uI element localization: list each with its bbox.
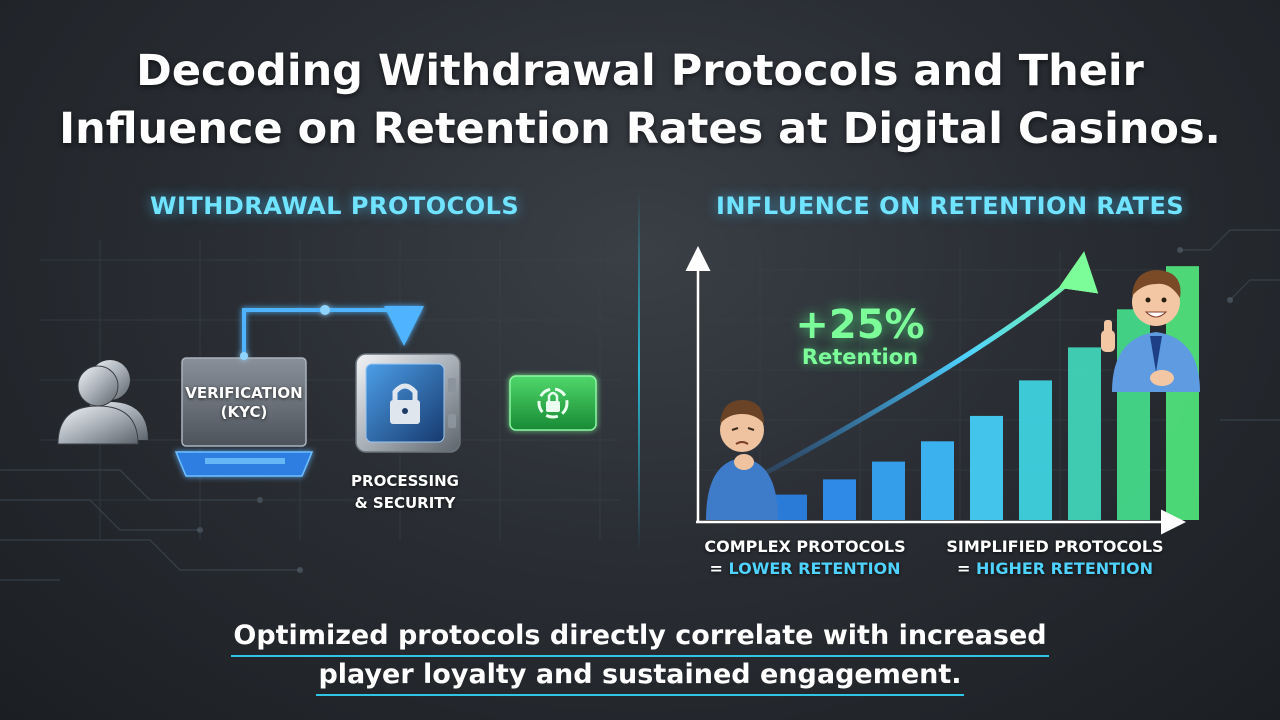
page-title: Decoding Withdrawal Protocols and Their … (0, 42, 1280, 158)
lower-retention-highlight: LOWER RETENTION (728, 559, 901, 578)
bar-2 (823, 479, 856, 520)
verification-label-line-2: (KYC) (220, 403, 268, 421)
retention-increase-label: Retention (801, 345, 919, 369)
processing-label: PROCESSING & SECURITY (330, 470, 480, 514)
bar-4 (921, 441, 954, 520)
simplified-protocols-caption-line-1: SIMPLIFIED PROTOCOLS (946, 537, 1164, 556)
higher-retention-highlight: HIGHER RETENTION (975, 559, 1153, 578)
verification-label-line-1: VERIFICATION (185, 384, 303, 402)
complex-protocols-caption: COMPLEX PROTOCOLS = LOWER RETENTION (700, 536, 910, 580)
simplified-protocols-caption: SIMPLIFIED PROTOCOLS = HIGHER RETENTION (940, 536, 1170, 580)
verification-label: VERIFICATION (KYC) (182, 384, 306, 422)
footer-line-1: Optimized protocols directly correlate w… (231, 618, 1049, 657)
vault-lock-icon (355, 353, 461, 453)
complex-protocols-equals: = (709, 559, 729, 578)
feedback-loop-arrow (240, 305, 424, 360)
retention-increase-value: +25% (795, 302, 925, 348)
bar-6 (1019, 380, 1052, 520)
bar-7 (1068, 347, 1101, 520)
footer-line-2: player loyalty and sustained engagement. (316, 657, 964, 696)
processing-label-line-1: PROCESSING (351, 472, 459, 490)
section-divider (638, 190, 640, 550)
processing-label-line-2: & SECURITY (354, 494, 456, 512)
withdrawal-protocols-heading: WITHDRAWAL PROTOCOLS (150, 192, 520, 220)
bar-5 (970, 415, 1003, 520)
retention-rates-heading: INFLUENCE ON RETENTION RATES (716, 192, 1185, 220)
footer-conclusion: Optimized protocols directly correlate w… (0, 618, 1280, 696)
bar-1 (774, 494, 807, 520)
simplified-protocols-equals: = (956, 559, 976, 578)
unlock-approved-icon (509, 375, 597, 431)
complex-protocols-caption-line-1: COMPLEX PROTOCOLS (704, 537, 906, 556)
happy-person-icon (1101, 270, 1200, 392)
title-line-1: Decoding Withdrawal Protocols and Their (136, 46, 1144, 96)
growth-trend-arrow (758, 251, 1099, 479)
bar-3 (872, 461, 905, 520)
title-line-2: Influence on Retention Rates at Digital … (59, 104, 1221, 154)
thinking-person-icon (706, 400, 778, 520)
user-icon (57, 360, 148, 445)
